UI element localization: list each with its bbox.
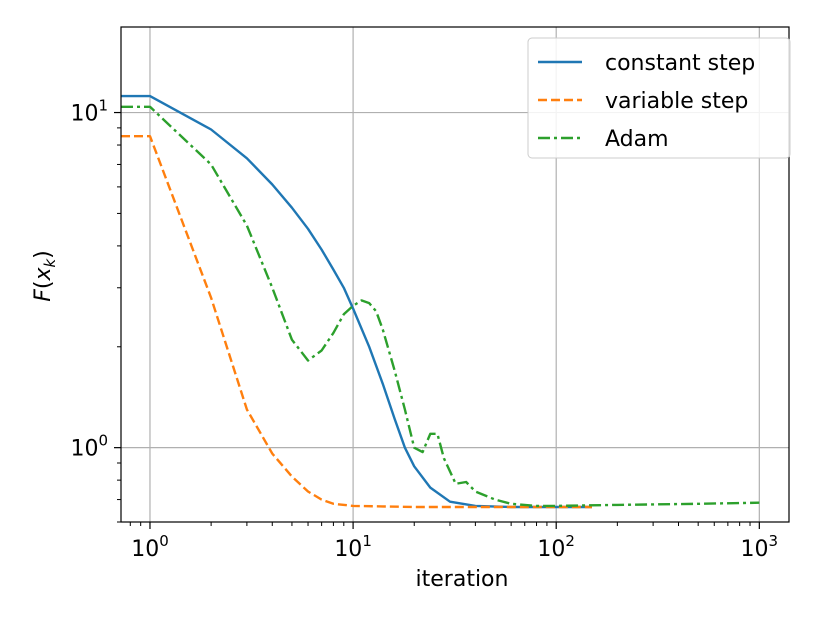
x-tick-label: 102 — [537, 532, 575, 562]
x-axis-label: iteration — [416, 567, 509, 592]
series-line-3 — [121, 105, 760, 508]
series-line-1 — [121, 94, 592, 509]
x-tick-label: 100 — [131, 532, 169, 562]
legend-box — [527, 37, 791, 159]
legend: constant step variable step Adam — [527, 37, 791, 159]
x-tick-label: 101 — [334, 532, 372, 562]
legend-label-2: variable step — [605, 89, 748, 114]
series-layer — [121, 94, 760, 509]
y-tick-label: 101 — [70, 97, 108, 127]
axis-ticks — [114, 111, 760, 529]
series-line-2 — [121, 135, 592, 509]
legend-label-3: Adam — [605, 127, 669, 152]
y-tick-label: 100 — [70, 432, 108, 462]
x-tick-label: 103 — [741, 532, 779, 562]
legend-label-1: constant step — [605, 51, 755, 76]
y-axis-label: F(xk) — [31, 250, 59, 302]
plot-frame — [120, 26, 790, 523]
axis-tick-labels: 100 101 102 103 100 101 — [70, 97, 778, 562]
